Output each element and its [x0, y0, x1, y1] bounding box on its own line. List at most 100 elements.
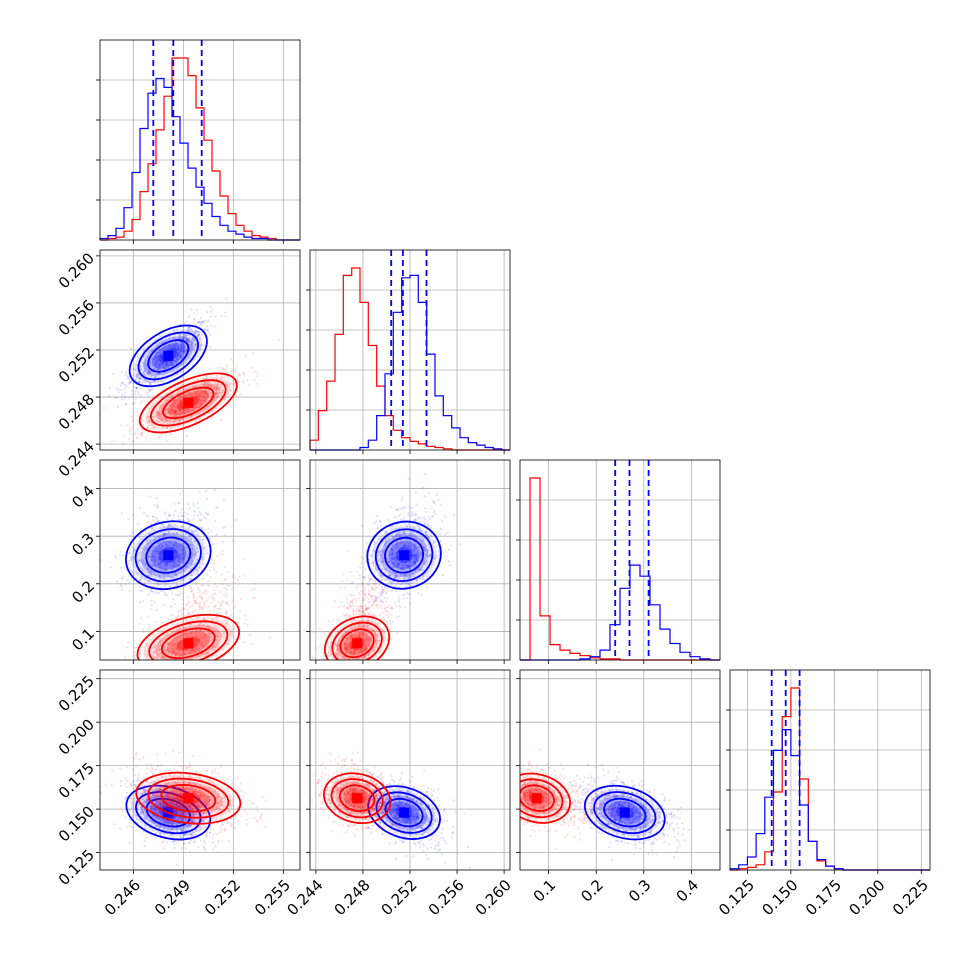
scatter-point [176, 344, 179, 347]
scatter-point [178, 493, 181, 496]
scatter-point [170, 653, 173, 656]
scatter-point [349, 646, 352, 649]
scatter-point [183, 342, 186, 345]
scatter-point [224, 578, 227, 581]
scatter-point [391, 558, 394, 561]
scatter-point [366, 624, 369, 627]
scatter-point [147, 696, 149, 698]
scatter-point [180, 405, 183, 408]
scatter-point [379, 549, 382, 552]
scatter-point [156, 674, 158, 676]
scatter-point [214, 393, 217, 396]
scatter-point [191, 532, 194, 535]
scatter-point [180, 343, 183, 346]
scatter-point [196, 558, 199, 561]
scatter-point [142, 356, 145, 359]
scatter-point [194, 401, 197, 404]
scatter-point [178, 399, 181, 402]
scatter-point [161, 352, 164, 355]
scatter-point [153, 645, 157, 648]
scatter-point [180, 553, 183, 556]
scatter-point [211, 384, 214, 387]
scatter-point [143, 369, 146, 373]
scatter-point [219, 385, 222, 388]
scatter-point [156, 358, 159, 361]
scatter-point [346, 646, 349, 649]
scatter-point [324, 664, 326, 666]
scatter-point [161, 553, 164, 556]
scatter-point [198, 393, 201, 396]
scatter-point [159, 355, 162, 359]
scatter-point [157, 558, 160, 562]
scatter-point [169, 540, 172, 543]
scatter-point [127, 397, 131, 400]
scatter-point [205, 389, 208, 393]
scatter-point [147, 420, 151, 423]
scatter-point [367, 612, 370, 616]
scatter-point [153, 601, 156, 604]
scatter-point [409, 560, 412, 563]
scatter-point [190, 617, 193, 621]
scatter-point [178, 642, 181, 645]
scatter-point [177, 420, 180, 423]
scatter-point [403, 593, 406, 596]
scatter-point [381, 588, 384, 591]
scatter-point [171, 643, 174, 646]
scatter-point [166, 633, 169, 637]
scatter-point [391, 537, 395, 540]
scatter-point [173, 543, 176, 546]
scatter-point [210, 385, 213, 388]
scatter-point [405, 560, 408, 564]
scatter-point [185, 537, 188, 540]
scatter-point [130, 559, 133, 562]
scatter-point [159, 563, 162, 566]
scatter-point [170, 394, 173, 397]
scatter-point [170, 348, 173, 351]
scatter-point [174, 402, 177, 405]
scatter-point [421, 486, 424, 489]
scatter-point [175, 348, 178, 351]
scatter-point [180, 363, 183, 366]
scatter-point [158, 672, 160, 674]
scatter-point [196, 401, 199, 404]
scatter-point [395, 562, 398, 565]
scatter-point [216, 612, 219, 615]
scatter-point [167, 523, 170, 526]
scatter-point [204, 390, 207, 394]
scatter-point [167, 345, 170, 348]
scatter-point [232, 383, 235, 387]
scatter-point [418, 568, 421, 571]
scatter-point [223, 534, 226, 537]
scatter-point [153, 374, 156, 377]
scatter-point [214, 382, 217, 385]
scatter-point [255, 382, 259, 385]
scatter-point [349, 638, 352, 641]
scatter-point [192, 618, 195, 621]
scatter-point [198, 629, 201, 632]
scatter-point [194, 582, 197, 585]
scatter-point [220, 393, 223, 396]
scatter-point [179, 399, 182, 402]
scatter-point [184, 361, 187, 364]
scatter-point [213, 386, 216, 389]
scatter-point [363, 625, 367, 628]
scatter-point [403, 573, 407, 577]
scatter-point [352, 619, 355, 622]
scatter-point [162, 525, 165, 528]
scatter-point [184, 554, 187, 558]
scatter-point [181, 524, 184, 527]
scatter-point [179, 556, 182, 560]
scatter-point [152, 632, 155, 635]
scatter-point [178, 413, 181, 416]
scatter-point [204, 636, 207, 639]
scatter-point [170, 347, 173, 350]
scatter-point [306, 635, 308, 637]
scatter-point [215, 619, 219, 622]
scatter-point [350, 651, 353, 654]
scatter-point [183, 408, 186, 412]
scatter-point [181, 342, 184, 345]
scatter-point [215, 654, 218, 658]
scatter-point [416, 559, 419, 562]
scatter-point [200, 641, 203, 644]
scatter-point [179, 405, 182, 408]
